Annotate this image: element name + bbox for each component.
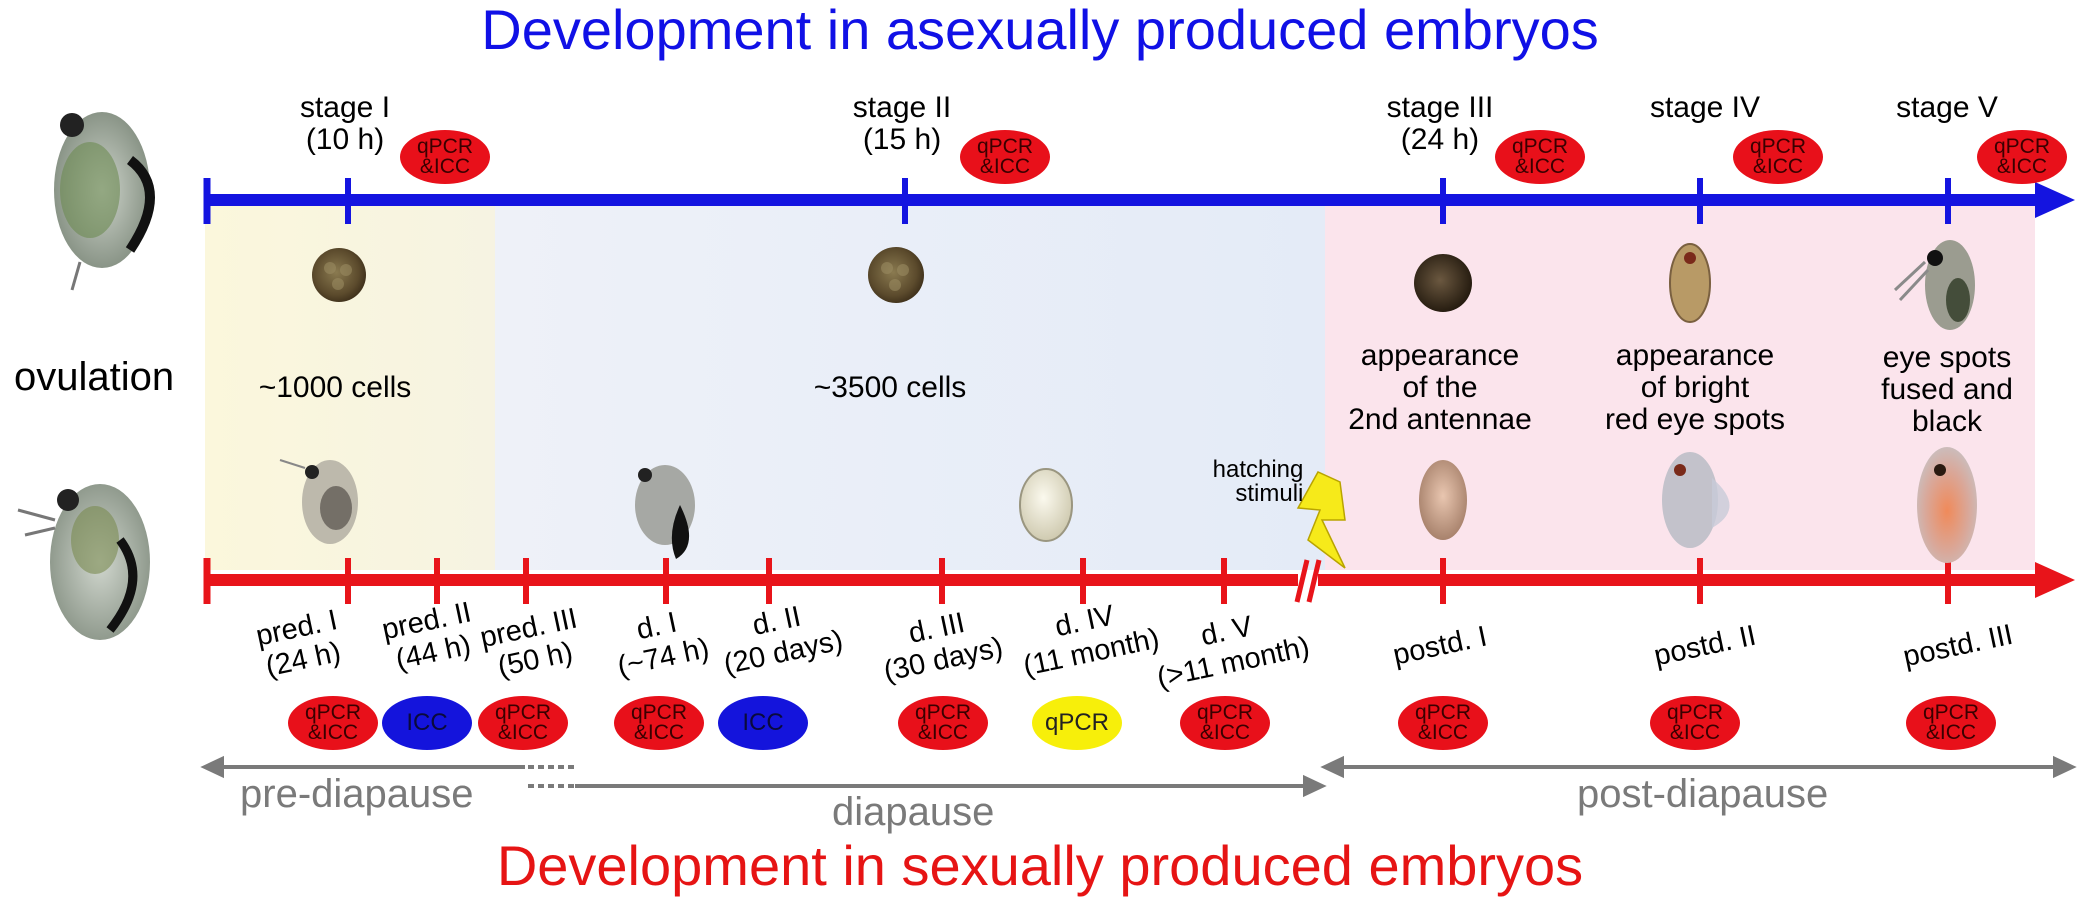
diapause-arrow [528, 774, 1327, 798]
pred-stage-1-daphnia-image [279, 459, 358, 544]
diapause-label: diapause [832, 790, 995, 834]
stage-3-embryo-image [1414, 254, 1472, 312]
stage-1-qpcr-icc-badge: qPCR &ICC [400, 130, 490, 184]
pred-3-qpcr-icc-badge: qPCR &ICC [478, 696, 568, 750]
postd-1-qpcr-icc-badge: qPCR &ICC [1398, 696, 1488, 750]
postd-2-qpcr-icc-badge: qPCR &ICC [1650, 696, 1740, 750]
pre-diapause-label: pre-diapause [240, 772, 474, 816]
stage-1-embryo-image [312, 248, 366, 302]
stage-1-label: stage I (10 h) [299, 91, 391, 156]
top-title: Development in asexually produced embryo… [481, 0, 1599, 61]
pred-1-qpcr-icc-badge: qPCR &ICC [288, 696, 378, 750]
postd-stage-2-embryo-image [1662, 452, 1730, 548]
stage-3-qpcr-icc-badge: qPCR &ICC [1495, 130, 1585, 184]
stage-5-embryo-image [1893, 240, 1975, 330]
sexual-mother-daphnia-image [17, 484, 150, 640]
diapause-3-qpcr-icc-badge: qPCR &ICC [898, 696, 988, 750]
stage-2-label: stage II (15 h) [852, 91, 952, 156]
stage-3-description: appearance of the 2nd antennae [1348, 339, 1532, 436]
stage-4-qpcr-icc-badge: qPCR &ICC [1733, 130, 1823, 184]
stage-3-label: stage III (24 h) [1386, 91, 1494, 156]
stage-2-qpcr-icc-badge: qPCR &ICC [960, 130, 1050, 184]
pred-2-icc-badge: ICC [382, 696, 472, 750]
stage-4-label: stage IV [1649, 91, 1761, 124]
hatching-stimuli-label: hatching stimuli [1212, 456, 1304, 507]
stage-2-cell-count: ~3500 cells [813, 371, 967, 404]
postd-stage-1-embryo-image [1419, 460, 1467, 540]
stage-5-description: eye spots fused and black [1881, 341, 2013, 438]
asexual-timeline-axis [203, 178, 2075, 224]
postd-3-qpcr-icc-badge: qPCR &ICC [1906, 696, 1996, 750]
stage-5-label: stage V [1896, 91, 1998, 124]
stage-4-embryo-image [1669, 243, 1711, 323]
sexual-timeline-ticks [345, 558, 1951, 604]
bottom-title: Development in sexually produced embryos [496, 834, 1584, 897]
pre-diapause-arrow [200, 755, 578, 779]
lightning-bolt-icon [1296, 471, 1346, 569]
diapause-4-qpcr-badge: qPCR [1032, 696, 1122, 750]
stage-2-embryo-image [868, 247, 924, 303]
diapause-1-qpcr-icc-badge: qPCR &ICC [614, 696, 704, 750]
sexual-timeline-axis [203, 558, 2075, 604]
diapause-5-qpcr-icc-badge: qPCR &ICC [1180, 696, 1270, 750]
ovulation-label: ovulation [14, 355, 175, 399]
diapause-2-icc-badge: ICC [718, 696, 808, 750]
postd-stage-3-embryo-image [1917, 447, 1977, 563]
resting-egg-image [1019, 468, 1073, 542]
asexual-mother-daphnia-image [54, 112, 155, 291]
stage-5-qpcr-icc-badge: qPCR &ICC [1977, 130, 2067, 184]
diapause-daphnia-image [635, 465, 695, 559]
stage-4-description: appearance of bright red eye spots [1604, 339, 1786, 436]
post-diapause-label: post-diapause [1577, 772, 1829, 816]
stage-1-cell-count: ~1000 cells [258, 371, 412, 404]
post-diapause-arrow [1320, 755, 2077, 779]
